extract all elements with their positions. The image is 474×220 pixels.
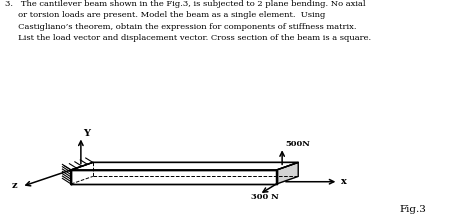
Text: 3.   The cantilever beam shown in the Fig.3, is subjected to 2 plane bending. No: 3. The cantilever beam shown in the Fig.… — [5, 0, 371, 42]
Text: Fig.3: Fig.3 — [400, 205, 427, 214]
Text: 300 N: 300 N — [251, 193, 279, 201]
Text: Y: Y — [83, 128, 90, 138]
Polygon shape — [276, 162, 298, 184]
Polygon shape — [71, 170, 276, 184]
Text: 500N: 500N — [285, 140, 310, 148]
Text: z: z — [12, 181, 18, 190]
Polygon shape — [71, 162, 298, 170]
Text: x: x — [341, 177, 347, 186]
